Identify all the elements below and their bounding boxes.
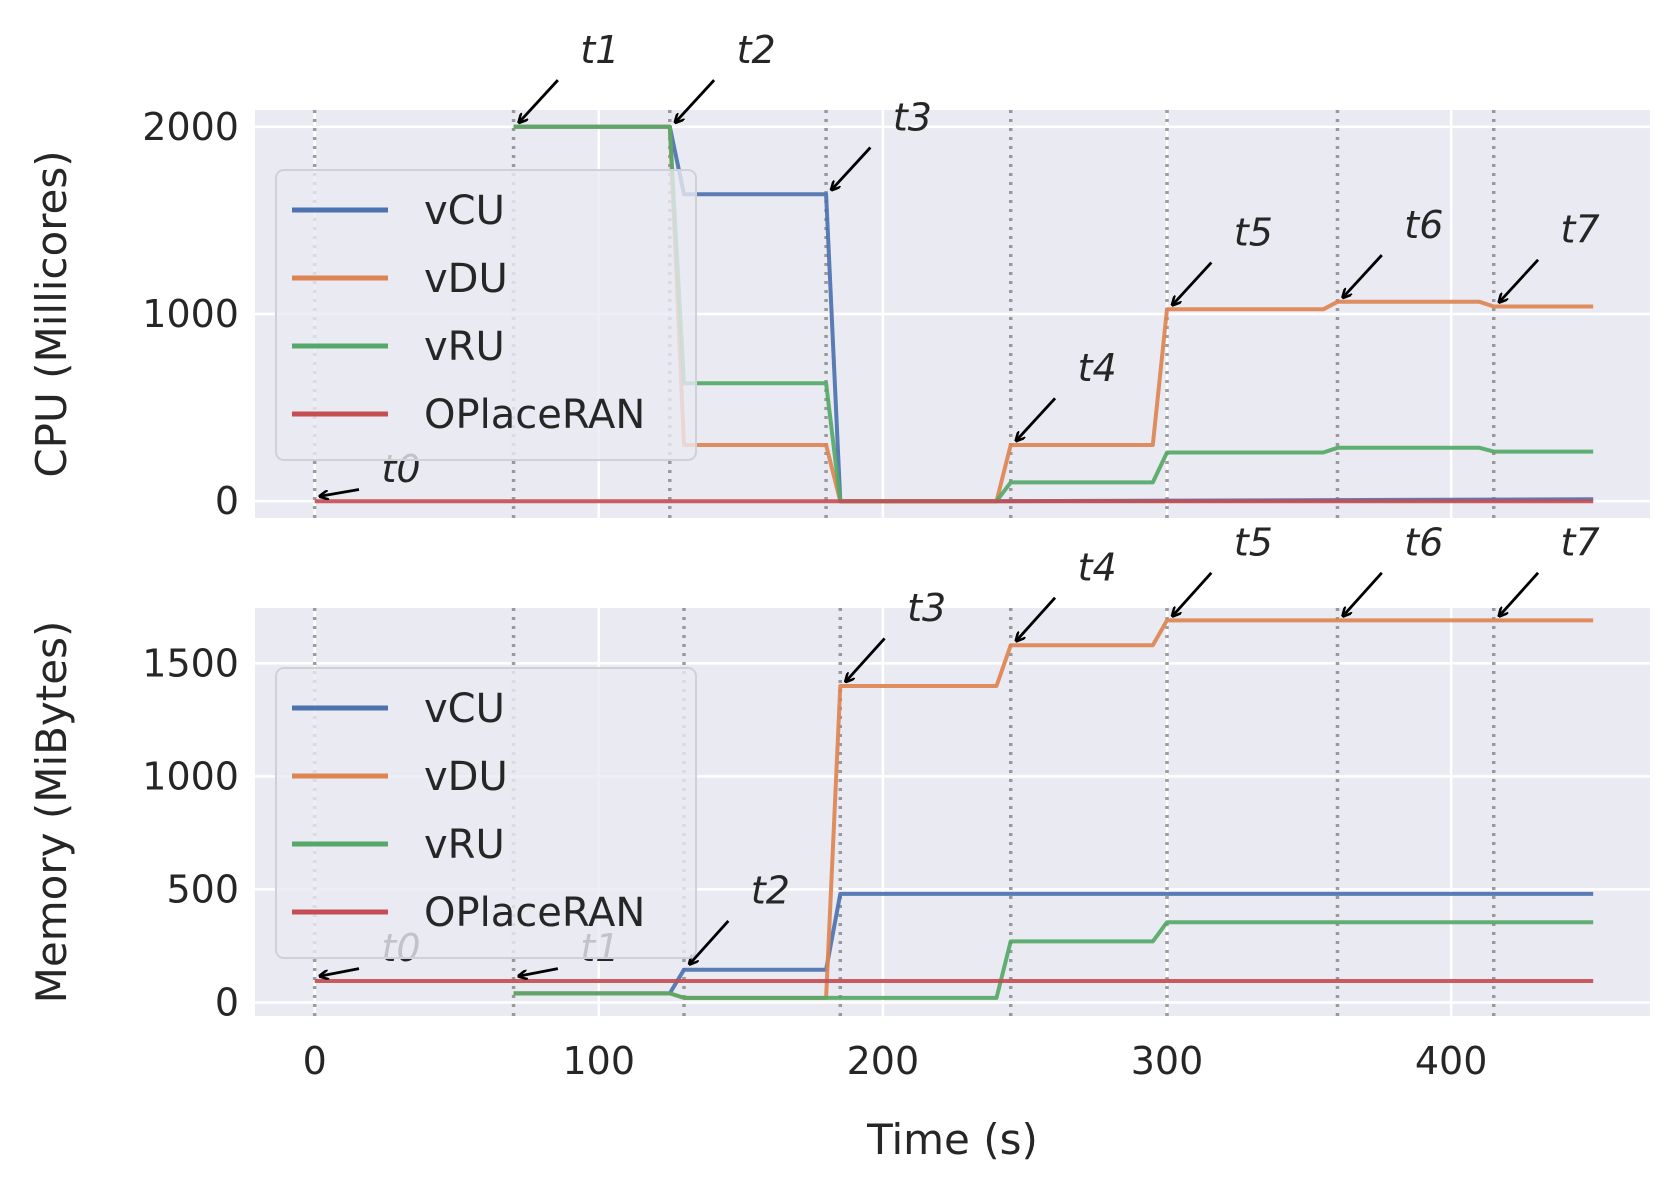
annotation-arrow — [1017, 397, 1057, 440]
legend-label: vDU — [424, 754, 508, 800]
x-tick-label: 200 — [847, 1039, 920, 1083]
annotation-arrow — [520, 967, 559, 976]
legend-label: vDU — [424, 256, 508, 302]
annotation-arrow — [321, 488, 360, 496]
y-tick-label: 1000 — [142, 292, 239, 336]
legend-label: vCU — [424, 686, 505, 732]
y-tick-label: 1500 — [142, 641, 239, 685]
annotation-label: t5 — [1234, 520, 1273, 564]
annotation-arrow — [1500, 258, 1540, 302]
x-tick-label: 400 — [1415, 1039, 1488, 1083]
series-line-vru — [513, 920, 1594, 1000]
annotation-arrow — [321, 967, 360, 976]
annotation-arrow — [690, 919, 730, 964]
annotation-arrow — [676, 79, 716, 122]
annotation-label: t6 — [1404, 520, 1443, 564]
x-axis-title: Time (s) — [866, 1115, 1038, 1164]
y-axis-title: CPU (Millicores) — [27, 150, 76, 477]
memory-panel: 0 500 1000 1500 0 100 200 300 400 Memory (MiBytes… — [27, 520, 1650, 1164]
annotation-label: t7 — [1561, 208, 1600, 252]
annotation-arrow — [1173, 571, 1213, 616]
annotation-arrow — [1343, 254, 1383, 297]
annotation-arrow — [832, 146, 872, 190]
y-tick-label: 1000 — [142, 754, 239, 798]
annotation-label: t2 — [737, 28, 776, 72]
annotation-label: t3 — [907, 586, 946, 630]
legend-box — [275, 169, 697, 461]
annotation-arrow — [1343, 571, 1383, 616]
y-tick-label: 500 — [166, 867, 239, 911]
annotation-arrow — [1173, 261, 1213, 305]
annotation-arrow — [846, 637, 886, 681]
series-line-vdu — [513, 124, 1594, 504]
legend: vCU vDU vRU OPlaceRAN — [275, 667, 697, 959]
annotation-label: t5 — [1234, 210, 1273, 254]
annotation-arrow — [520, 79, 559, 122]
legend-label: vCU — [424, 188, 505, 234]
legend-label: vRU — [424, 324, 505, 370]
legend-label: OPlaceRAN — [424, 890, 645, 936]
annotation-label: t6 — [1404, 203, 1443, 247]
y-tick-label: 0 — [215, 980, 239, 1024]
annotation-label: t1 — [580, 28, 619, 72]
x-tick-label: 0 — [303, 1039, 327, 1083]
annotation-label: t7 — [1561, 520, 1600, 564]
legend-label: OPlaceRAN — [424, 392, 645, 438]
y-tick-label: 2000 — [142, 105, 239, 149]
y-axis-title: Memory (MiBytes) — [27, 621, 76, 1004]
annotation-arrow — [1017, 596, 1057, 641]
annotation-label: t3 — [893, 95, 932, 139]
legend-box — [275, 667, 697, 959]
series-line-vru — [513, 124, 1594, 504]
annotation-label: t4 — [1078, 545, 1117, 589]
legend: vCU vDU vRU OPlaceRAN — [275, 169, 697, 461]
y-tick-label: 0 — [215, 479, 239, 523]
annotation-arrow — [1500, 571, 1540, 616]
x-tick-label: 300 — [1131, 1039, 1204, 1083]
annotation-label: t2 — [751, 869, 790, 913]
x-tick-label: 100 — [563, 1039, 636, 1083]
annotation-label: t4 — [1078, 346, 1117, 390]
legend-label: vRU — [424, 822, 505, 868]
